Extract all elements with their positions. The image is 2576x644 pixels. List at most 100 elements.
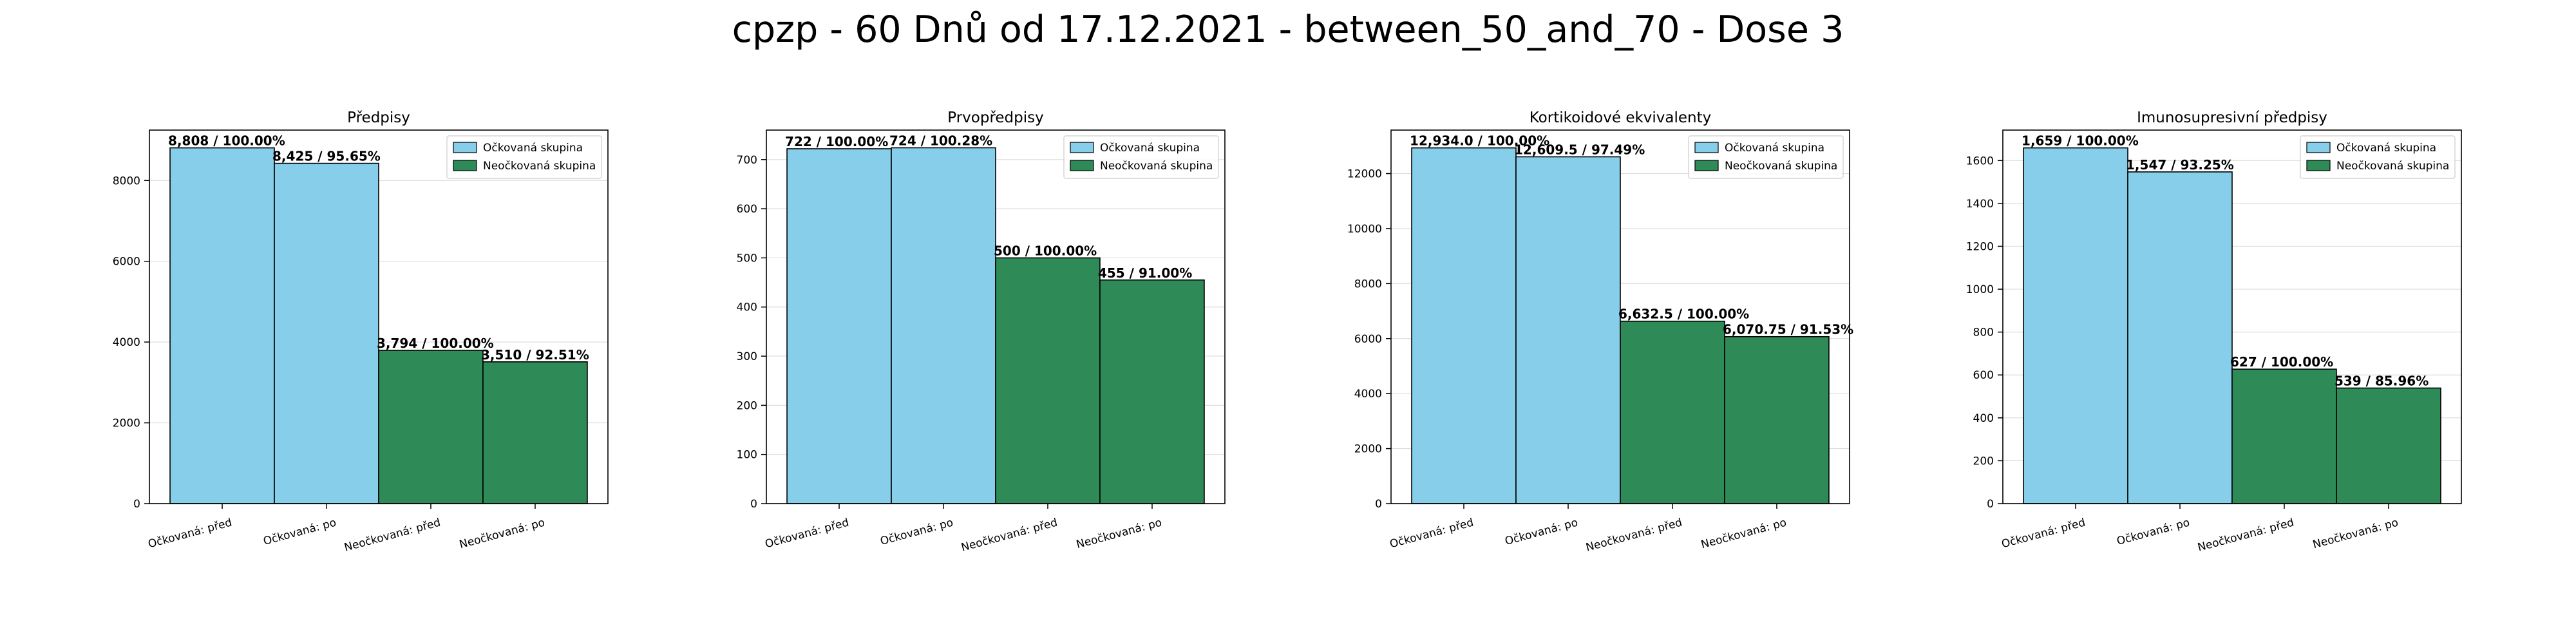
bar — [891, 147, 996, 504]
bar — [1620, 320, 1725, 504]
axes-frame — [149, 129, 609, 504]
legend-swatch — [453, 142, 477, 153]
bar — [2127, 171, 2233, 504]
x-tick-label: Neočkovaná: po — [2311, 516, 2400, 552]
y-tick-label: 1000 — [1966, 283, 1994, 296]
bar — [1099, 279, 1205, 504]
y-tick-label: 200 — [1973, 455, 1994, 468]
legend-label: Neočkovaná skupina — [2336, 160, 2449, 173]
y-tick-label: 2000 — [113, 417, 140, 430]
y-tick-label: 4000 — [113, 336, 140, 349]
bar-data-label: 12,934.0 / 100.00% — [1410, 133, 1549, 149]
x-tick-label: Očkovaná: po — [1504, 516, 1580, 548]
legend-swatch — [1070, 142, 1094, 153]
bar — [1724, 336, 1830, 504]
bar-data-label: 6,632.5 / 100.00% — [1618, 307, 1749, 322]
x-tick-label: Očkovaná: po — [2116, 516, 2192, 548]
y-tick-label: 1600 — [1966, 155, 1994, 167]
x-tick-label: Neočkovaná: po — [1700, 516, 1788, 552]
bar — [995, 257, 1101, 504]
legend-box — [2300, 135, 2456, 179]
x-tick-label: Neočkovaná: před — [960, 516, 1059, 554]
y-tick-label: 6000 — [113, 256, 140, 269]
y-tick-label: 400 — [737, 301, 757, 314]
y-tick-label: 600 — [737, 203, 757, 216]
legend-box — [1063, 135, 1219, 179]
legend-swatch — [1070, 160, 1094, 171]
bar — [2023, 147, 2128, 504]
bar-data-label: 722 / 100.00% — [785, 134, 888, 149]
axes-frame — [1390, 129, 1850, 504]
chart-title: Kortikoidové ekvivalenty — [1530, 109, 1712, 126]
y-tick-label: 10000 — [1347, 223, 1382, 236]
x-tick-label: Neočkovaná: před — [343, 516, 442, 554]
x-tick-label: Očkovaná: před — [1388, 516, 1475, 551]
legend-swatch — [2306, 160, 2331, 171]
bar — [2336, 387, 2441, 504]
bar-data-label: 8,425 / 95.65% — [272, 149, 381, 164]
y-tick-label: 400 — [1973, 412, 1994, 425]
x-tick-label: Očkovaná: před — [764, 516, 850, 551]
legend-box — [1688, 135, 1844, 179]
legend-swatch — [1694, 142, 1719, 153]
y-tick-label: 600 — [1973, 369, 1994, 382]
y-tick-label: 8000 — [1354, 278, 1382, 290]
y-tick-label: 500 — [737, 252, 757, 265]
x-tick-label: Očkovaná: před — [2000, 516, 2087, 551]
y-tick-label: 8000 — [113, 175, 140, 187]
legend-label: Neočkovaná skupina — [483, 160, 596, 173]
bar — [274, 162, 379, 504]
y-tick-label: 4000 — [1354, 388, 1382, 401]
x-tick-label: Očkovaná: po — [262, 516, 338, 548]
bar-data-label: 1,659 / 100.00% — [2022, 133, 2139, 149]
bar — [378, 350, 484, 504]
bar — [1411, 147, 1517, 504]
x-tick-label: Neočkovaná: po — [1075, 516, 1163, 552]
chart-title: Předpisy — [347, 109, 410, 126]
legend-label: Neočkovaná skupina — [1100, 160, 1213, 173]
legend-label: Neočkovaná skupina — [1725, 160, 1837, 173]
bar-data-label: 3,510 / 92.51% — [481, 347, 589, 363]
bar-data-label: 3,794 / 100.00% — [377, 336, 494, 351]
x-tick-label: Neočkovaná: před — [2196, 516, 2295, 554]
bar — [2231, 368, 2337, 504]
axes-frame — [766, 129, 1226, 504]
y-tick-label: 0 — [1375, 498, 1382, 511]
y-tick-label: 100 — [737, 449, 757, 462]
y-tick-label: 800 — [1973, 327, 1994, 339]
legend-label: Očkovaná skupina — [1100, 142, 1200, 155]
y-tick-label: 300 — [737, 350, 757, 363]
bar-data-label: 539 / 85.96% — [2334, 374, 2429, 389]
legend-swatch — [453, 160, 477, 171]
y-tick-label: 0 — [133, 498, 140, 511]
bar-data-label: 12,609.5 / 97.49% — [1514, 142, 1645, 157]
x-tick-label: Neočkovaná: před — [1584, 516, 1683, 554]
legend-label: Očkovaná skupina — [483, 142, 583, 155]
y-tick-label: 12000 — [1347, 168, 1382, 181]
y-tick-label: 0 — [1987, 498, 1994, 511]
legend-swatch — [2306, 142, 2331, 153]
figure-title: cpzp - 60 Dnů od 17.12.2021 - between_50… — [732, 8, 1844, 51]
y-tick-label: 200 — [737, 399, 757, 412]
bar-data-label: 6,070.75 / 91.53% — [1723, 322, 1853, 337]
bar — [1515, 156, 1621, 504]
axes-frame — [2002, 129, 2462, 504]
bar — [169, 147, 275, 504]
bar-data-label: 8,808 / 100.00% — [168, 133, 285, 149]
y-tick-label: 6000 — [1354, 333, 1382, 346]
bar — [482, 361, 588, 504]
y-tick-label: 1400 — [1966, 198, 1994, 211]
chart-title: Prvopředpisy — [947, 109, 1044, 126]
bar-data-label: 1,547 / 93.25% — [2126, 157, 2234, 173]
bar-data-label: 455 / 91.00% — [1098, 265, 1192, 281]
y-tick-label: 1200 — [1966, 240, 1994, 253]
legend-swatch — [1694, 160, 1719, 171]
bar-data-label: 627 / 100.00% — [2230, 354, 2333, 370]
legend-label: Očkovaná skupina — [1725, 142, 1824, 155]
legend-label: Očkovaná skupina — [2336, 142, 2436, 155]
y-tick-label: 0 — [750, 498, 757, 511]
chart-title: Imunosupresivní předpisy — [2137, 109, 2327, 126]
y-tick-label: 2000 — [1354, 443, 1382, 456]
